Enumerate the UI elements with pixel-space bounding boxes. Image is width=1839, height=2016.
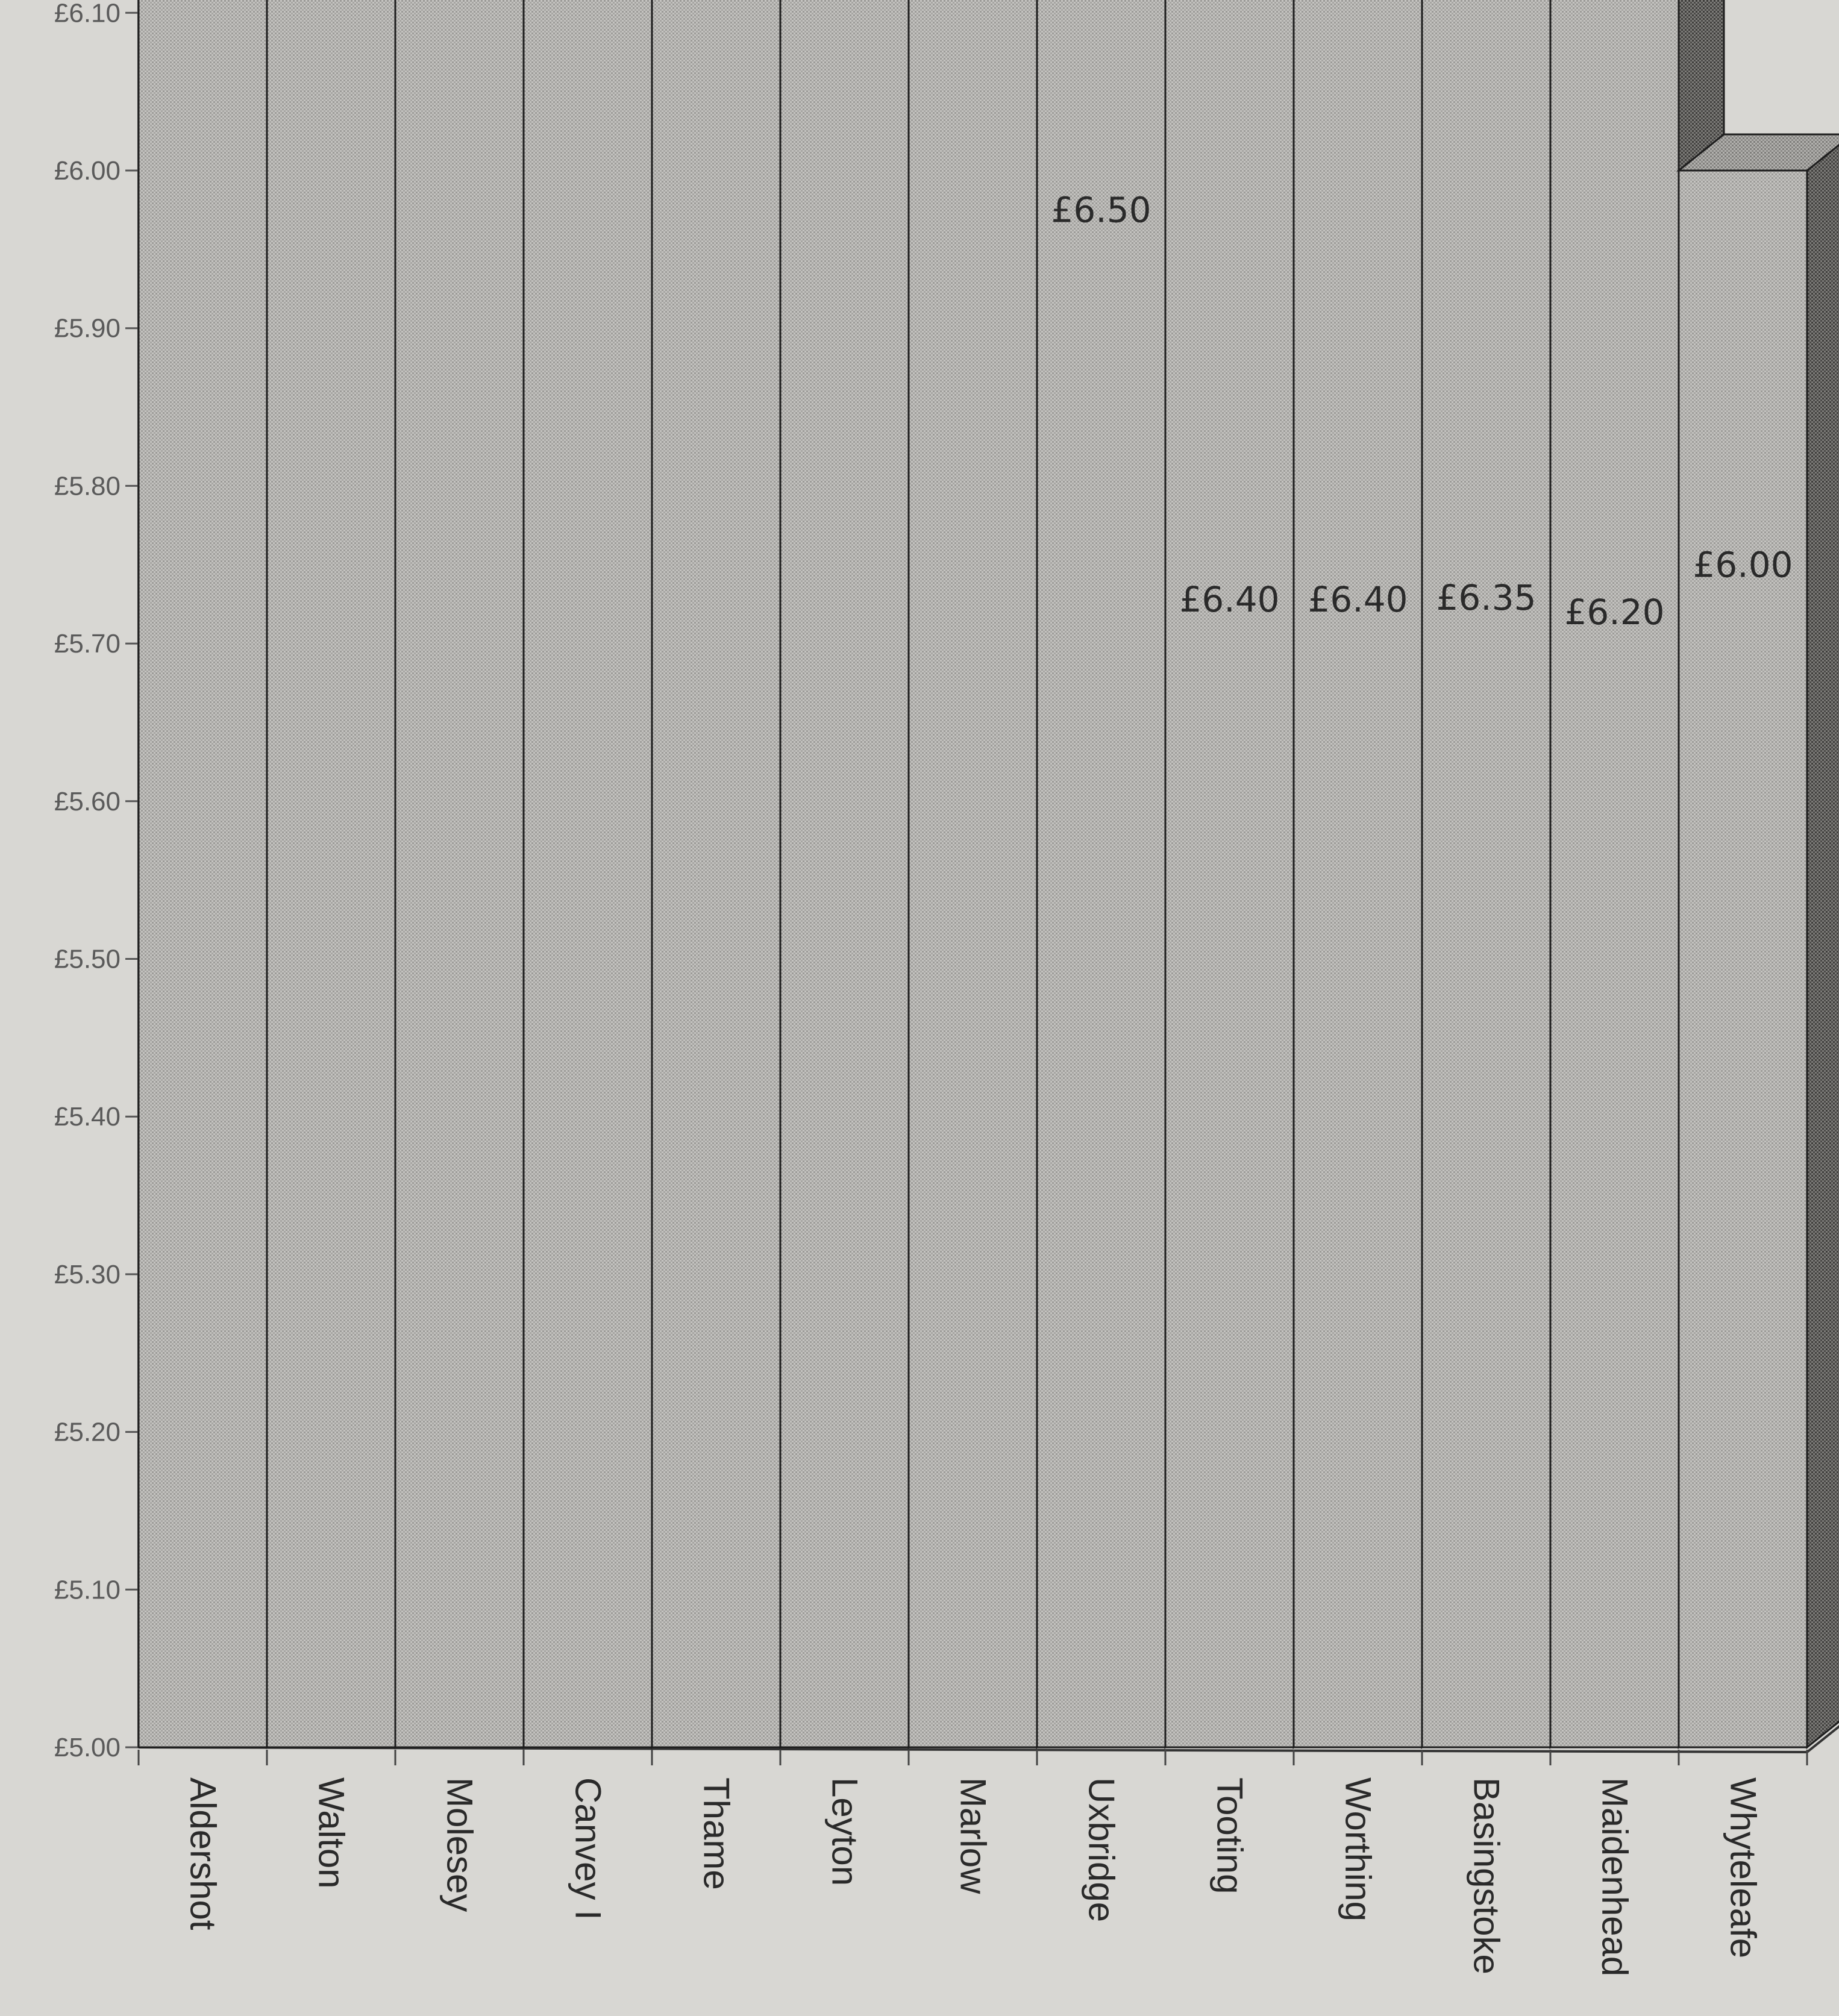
- x-category-label: Uxbridge: [1082, 1777, 1122, 1922]
- bar-side-face: [1806, 143, 1839, 1750]
- x-category-label: Tooting: [1210, 1777, 1250, 1894]
- y-tick-label: £6.00: [54, 156, 121, 186]
- x-category-label: Maidenhead: [1595, 1777, 1635, 1976]
- x-category-label: Canvey I: [568, 1777, 609, 1920]
- x-category-label: Walton: [312, 1777, 352, 1889]
- bar-front-face: [907, 0, 1038, 1748]
- bar-value-label: £6.00: [1693, 544, 1793, 585]
- y-tick-label: £5.50: [54, 945, 121, 974]
- x-category-label: Basingstoke: [1467, 1777, 1507, 1974]
- y-tick-label: £5.20: [54, 1418, 121, 1447]
- x-category-label: Molesey: [440, 1777, 480, 1912]
- bar-value-label: £6.20: [1564, 592, 1664, 633]
- bar-front-face: [522, 0, 653, 1748]
- bar: £6.00: [1676, 133, 1839, 1750]
- bar-front-face: [1678, 169, 1808, 1748]
- y-tick-label: £5.10: [54, 1575, 121, 1604]
- x-category-label: Thame: [697, 1777, 737, 1890]
- y-tick-label: £5.00: [54, 1733, 121, 1762]
- bar-front-face: [1421, 0, 1552, 1748]
- bar-front-face: [394, 0, 525, 1748]
- bar-front-face: [137, 0, 268, 1748]
- y-tick-label: £5.80: [54, 471, 121, 501]
- y-axis: £5.00 £5.10 £5.20 £5.30 £5.40 £5.50 £5.60 £5.70…: [54, 0, 140, 1762]
- y-tick-label: £5.60: [54, 787, 121, 816]
- bars-group: £7.80£7.50£7.08£6.90£6.63£6.60£6.60£6.50…: [137, 0, 1839, 1750]
- x-category-label: Worthing: [1338, 1777, 1379, 1921]
- x-category-label: Marlow: [953, 1777, 994, 1894]
- bar-front-face: [1292, 0, 1423, 1748]
- bar-front-face: [1036, 0, 1167, 1748]
- bar-front-face: [779, 0, 910, 1748]
- y-tick-label: £6.10: [54, 0, 121, 28]
- bar-value-label: £6.40: [1179, 579, 1279, 620]
- y-tick-label: £5.30: [54, 1260, 121, 1289]
- bar-front-face: [266, 0, 396, 1748]
- y-tick-label: £5.40: [54, 1102, 121, 1132]
- bar-value-label: £6.40: [1308, 579, 1408, 620]
- bar-value-label: £6.60: [794, 0, 894, 2]
- y-tick-label: £5.70: [54, 629, 121, 659]
- x-category-label: Whyteleafe: [1723, 1777, 1764, 1958]
- y-tick-label: £5.90: [54, 314, 121, 343]
- category-labels: Aldershot Walton Molesey Canvey I Thame Leyto…: [137, 1750, 1808, 1976]
- bar-front-face: [1164, 0, 1295, 1748]
- bar-value-label: £6.50: [1051, 189, 1151, 230]
- bar-front-face: [651, 0, 782, 1748]
- x-category-label: Leyton: [825, 1777, 865, 1886]
- bar-value-label: £6.35: [1436, 577, 1536, 618]
- x-category-label: Aldershot: [183, 1777, 224, 1930]
- bar-front-face: [1549, 0, 1680, 1748]
